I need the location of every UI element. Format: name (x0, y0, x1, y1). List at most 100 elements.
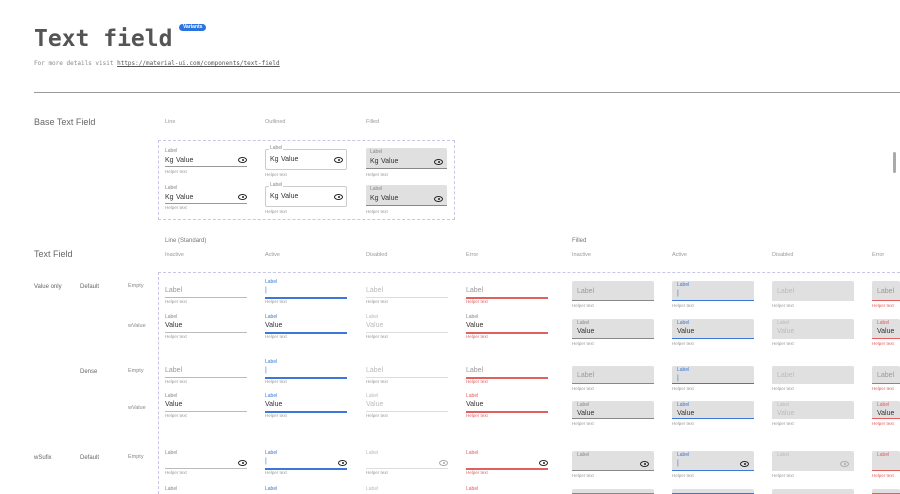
filled-error-field[interactable] (872, 319, 900, 339)
base-filled-value: Value (381, 158, 399, 165)
row-variant-label: Default (80, 284, 100, 290)
base-line-helper: Helper text (165, 205, 187, 210)
base-filled-value: Value (381, 195, 399, 202)
line-inactive-label: Label (165, 314, 178, 320)
filled-error-field[interactable] (872, 366, 900, 384)
filled-error-helper: Helper text (872, 473, 894, 478)
text-field-frame (158, 272, 900, 494)
base-filled-field[interactable] (366, 185, 447, 206)
filled-error-field[interactable] (872, 451, 900, 471)
base-filled-label: Label (370, 149, 383, 155)
filled-active-helper: Helper text (672, 303, 694, 308)
base-outlined-value: Value (281, 156, 299, 163)
eye-icon[interactable] (334, 157, 343, 163)
filled-inactive-field[interactable] (572, 366, 654, 384)
filled-disabled-field (772, 281, 854, 301)
eye-icon[interactable] (439, 460, 448, 466)
filled-active-value: Value (677, 328, 695, 335)
filled-active-field[interactable] (672, 366, 754, 384)
row-group-label: Value only (34, 284, 62, 290)
line-disabled-underline (366, 377, 448, 378)
base-outlined-label: Label (269, 182, 284, 188)
base-filled-prefix: Kg (370, 195, 379, 202)
base-col-outlined: Outlined (265, 119, 286, 125)
base-outlined-field[interactable] (265, 186, 347, 207)
eye-icon[interactable] (334, 194, 343, 200)
filled-active-field[interactable] (672, 281, 754, 301)
filled-error-helper: Helper text (872, 421, 894, 426)
eye-icon[interactable] (434, 159, 443, 165)
base-col-filled: Filled (366, 119, 380, 125)
line-inactive-value: Value (165, 322, 183, 329)
eye-icon[interactable] (434, 196, 443, 202)
filled-col-header: Inactive (572, 252, 591, 258)
line-disabled-underline (366, 411, 448, 412)
base-line-underline (165, 166, 247, 167)
filled-inactive-field[interactable] (572, 401, 654, 419)
filled-inactive-field[interactable] (572, 319, 654, 339)
filled-active-label: Label (677, 320, 690, 326)
line-active-underline (265, 468, 347, 470)
filled-active-field[interactable] (672, 451, 754, 471)
line-disabled-label: Label (366, 486, 379, 492)
base-line-value: Value (176, 194, 194, 201)
line-active-value: Value (265, 322, 283, 329)
line-disabled-value: Value (366, 322, 384, 329)
line-error-underline (466, 332, 548, 334)
base-outlined-field[interactable] (265, 149, 347, 170)
filled-active-field[interactable] (672, 319, 754, 339)
filled-disabled-placeholder: Label (777, 372, 795, 379)
base-filled-field[interactable] (366, 148, 447, 169)
eye-icon[interactable] (740, 461, 749, 467)
base-outlined-helper: Helper text (265, 172, 287, 177)
filled-error-field[interactable] (872, 401, 900, 419)
filled-active-field[interactable] (672, 401, 754, 419)
line-error-helper: Helper text (466, 470, 488, 475)
row-variant-label: Default (80, 455, 100, 461)
line-error-helper: Helper text (466, 379, 488, 384)
eye-icon[interactable] (238, 460, 247, 466)
eye-icon[interactable] (539, 460, 548, 466)
filled-active-field[interactable] (672, 489, 754, 494)
docs-link[interactable]: https://material-ui.com/components/text-… (117, 60, 280, 67)
filled-error-value: Value (877, 328, 895, 335)
line-col-header: Inactive (165, 252, 184, 258)
filled-inactive-field[interactable] (572, 451, 654, 471)
line-active-label: Label (265, 450, 278, 456)
filled-inactive-field[interactable] (572, 281, 654, 301)
line-error-label: Label (466, 450, 479, 456)
line-active-value: Value (265, 401, 283, 408)
base-outlined-helper: Helper text (265, 209, 287, 214)
line-error-placeholder: Label (466, 287, 484, 294)
line-error-label: Label (466, 486, 479, 492)
line-active-helper: Helper text (265, 470, 287, 475)
eye-icon[interactable] (238, 157, 247, 163)
base-outlined-prefix: Kg (270, 156, 279, 163)
line-inactive-label: Label (165, 450, 178, 456)
filled-disabled-label: Label (777, 320, 790, 326)
line-inactive-placeholder: Label (165, 367, 183, 374)
eye-icon[interactable] (840, 461, 849, 467)
eye-icon[interactable] (238, 194, 247, 200)
eye-icon[interactable] (338, 460, 347, 466)
line-inactive-underline (165, 468, 247, 469)
line-disabled-underline (366, 297, 448, 298)
line-inactive-label: Label (165, 393, 178, 399)
line-error-label: Label (466, 314, 479, 320)
filled-group-title: Filled (572, 238, 587, 244)
eye-icon[interactable] (640, 461, 649, 467)
filled-error-field[interactable] (872, 489, 900, 494)
filled-inactive-field[interactable] (572, 489, 654, 494)
row-kind-label: Empty (128, 454, 144, 460)
line-disabled-label: Label (366, 450, 379, 456)
line-active-cursor: | (265, 367, 267, 374)
filled-inactive-label: Label (577, 452, 590, 458)
filled-error-label: Label (877, 320, 890, 326)
filled-disabled-helper: Helper text (772, 421, 794, 426)
scrollbar[interactable] (893, 152, 896, 173)
line-disabled-placeholder: Label (366, 367, 384, 374)
filled-disabled-helper: Helper text (772, 341, 794, 346)
filled-error-field[interactable] (872, 281, 900, 301)
base-line-helper: Helper text (165, 169, 187, 174)
line-error-underline (466, 411, 548, 413)
